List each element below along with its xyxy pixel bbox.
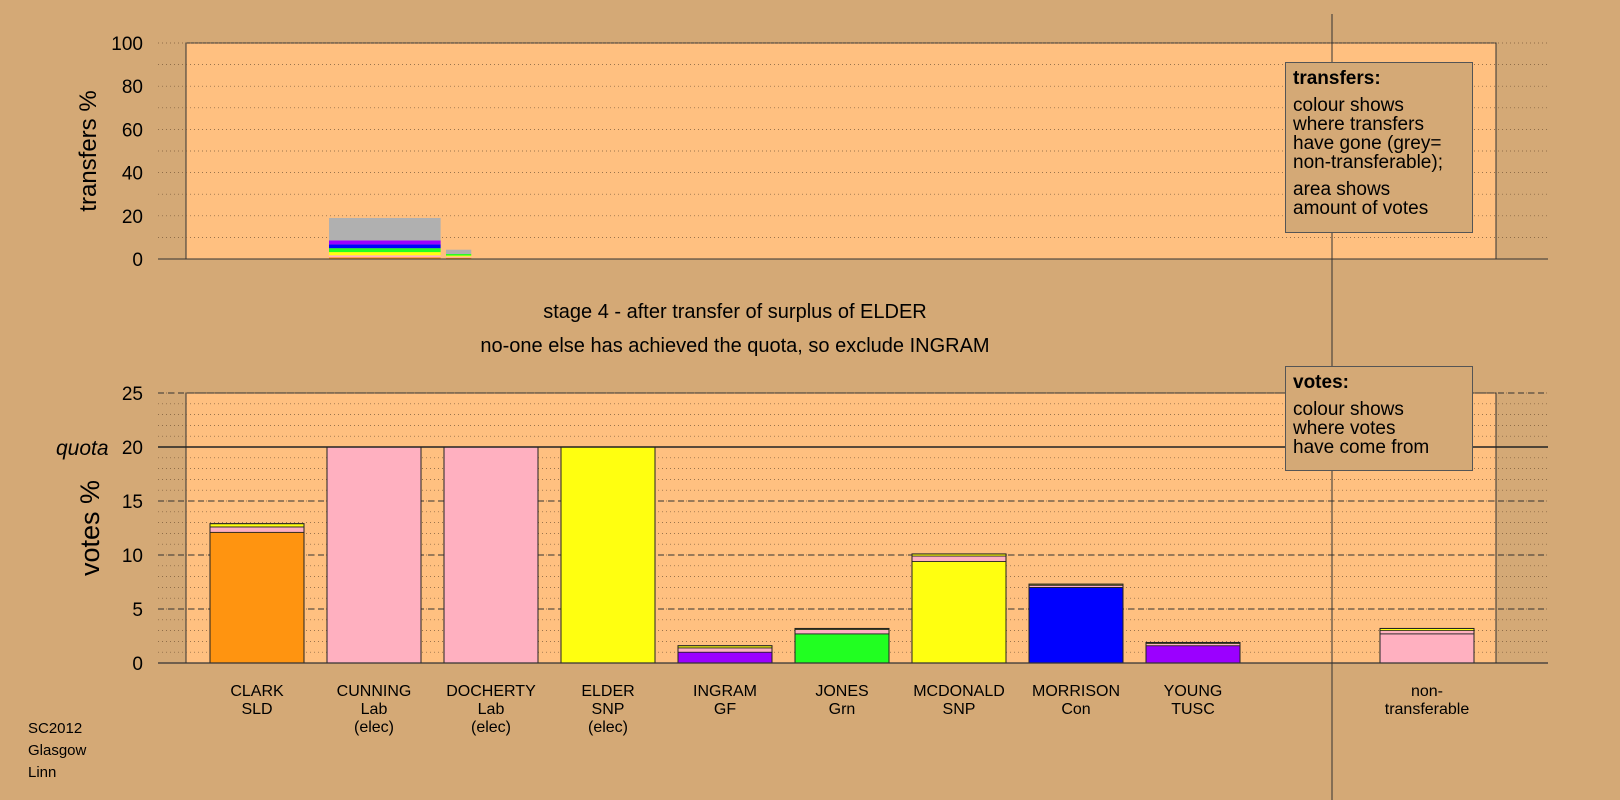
footer-line: SC2012 <box>28 720 83 737</box>
candidate-label: Grn <box>829 701 856 718</box>
transfer-segment <box>446 256 472 258</box>
transfer-segment <box>329 248 441 253</box>
transfers-legend: transfers: colour shows where transfers … <box>1285 62 1473 233</box>
votes-panel: 0 5 10 15 20 25 votes % quota <box>56 384 1548 675</box>
candidate-label: SLD <box>241 701 272 718</box>
candidate-label: ELDER <box>581 683 634 700</box>
y-tick-label: 15 <box>122 492 143 513</box>
transfer-segment <box>329 257 441 259</box>
y-axis-title: votes % <box>75 480 105 576</box>
y-tick-label: 20 <box>122 207 143 228</box>
vote-bar-segment <box>326 446 422 664</box>
candidate-label: Lab <box>361 701 388 718</box>
transfer-segment <box>329 244 441 249</box>
vote-bar-segment <box>209 526 305 533</box>
vote-bar-segment <box>794 629 890 635</box>
candidate-label: Lab <box>478 701 505 718</box>
candidate-label: MCDONALD <box>913 683 1005 700</box>
stage-title: stage 4 - after transfer of surplus of E… <box>543 301 927 323</box>
candidate-label: GF <box>714 701 736 718</box>
vote-bar-segment <box>443 446 539 664</box>
footer-line: Linn <box>28 764 57 781</box>
vote-bar-segment <box>911 555 1007 562</box>
transfer-segment <box>329 240 441 245</box>
y-tick-label: 5 <box>132 600 143 621</box>
candidate-label: DOCHERTY <box>446 683 536 700</box>
candidate-label: Con <box>1061 701 1090 718</box>
transfers-legend-text-2: area shows amount of votes <box>1293 179 1429 219</box>
y-tick-label: 60 <box>122 120 143 141</box>
candidate-label: CLARK <box>230 683 284 700</box>
transfers-panel: 0 20 40 60 80 100 transfers % <box>75 34 1548 271</box>
candidate-label: (elec) <box>354 719 394 736</box>
transfer-segment <box>329 255 441 258</box>
vote-bar-segment <box>911 561 1007 664</box>
vote-bar-segment <box>1028 587 1124 664</box>
transfer-segment <box>446 254 472 256</box>
y-tick-label: 40 <box>122 164 143 185</box>
candidate-label: non- <box>1411 683 1443 700</box>
candidate-label: TUSC <box>1171 701 1215 718</box>
candidate-label: JONES <box>815 683 868 700</box>
y-tick-label: 80 <box>122 77 143 98</box>
candidate-label: (elec) <box>471 719 511 736</box>
stage-note: no-one else has achieved the quota, so e… <box>480 335 990 357</box>
vote-bar-segment <box>560 446 656 664</box>
vote-bar-segment <box>677 651 773 664</box>
y-axis-title: transfers % <box>75 90 102 211</box>
candidate-label: INGRAM <box>693 683 757 700</box>
candidate-label: transferable <box>1385 701 1470 718</box>
source-footer: SC2012 Glasgow Linn <box>28 718 86 784</box>
votes-legend: votes: colour shows where votes have com… <box>1285 366 1473 471</box>
candidate-label: SNP <box>592 701 625 718</box>
vote-bar-segment <box>1379 633 1475 664</box>
transfer-segment <box>446 249 472 255</box>
footer-line: Glasgow <box>28 742 87 759</box>
vote-bar-segment <box>794 633 890 664</box>
vote-bar-segment <box>1379 630 1475 635</box>
candidate-label: MORRISON <box>1032 683 1120 700</box>
transfers-legend-text-1: colour shows where transfers have gone (… <box>1293 95 1443 173</box>
transfer-segment <box>329 252 441 256</box>
vote-bar-segment <box>209 531 305 664</box>
vote-bar-segment <box>677 647 773 653</box>
y-tick-label: 100 <box>111 34 143 55</box>
transfer-segment <box>446 255 472 257</box>
candidate-label: YOUNG <box>1164 683 1223 700</box>
candidate-label: SNP <box>943 701 976 718</box>
quota-label: quota <box>56 437 109 460</box>
candidate-label: (elec) <box>588 719 628 736</box>
candidate-label: CUNNING <box>337 683 412 700</box>
transfers-legend-title: transfers: <box>1293 68 1381 89</box>
y-tick-label: 10 <box>122 546 143 567</box>
y-tick-label: 20 <box>122 438 143 459</box>
vote-bar-segment <box>1145 645 1241 664</box>
y-tick-label: 25 <box>122 384 143 405</box>
votes-legend-title: votes: <box>1293 372 1349 393</box>
y-tick-label: 0 <box>132 250 143 271</box>
transfer-segment <box>329 217 441 241</box>
candidate-labels: CLARKSLDCUNNINGLab(elec)DOCHERTYLab(elec… <box>230 683 1469 736</box>
y-tick-label: 0 <box>132 654 143 675</box>
votes-legend-text: colour shows where votes have come from <box>1293 399 1430 458</box>
transfer-segment <box>446 257 472 259</box>
